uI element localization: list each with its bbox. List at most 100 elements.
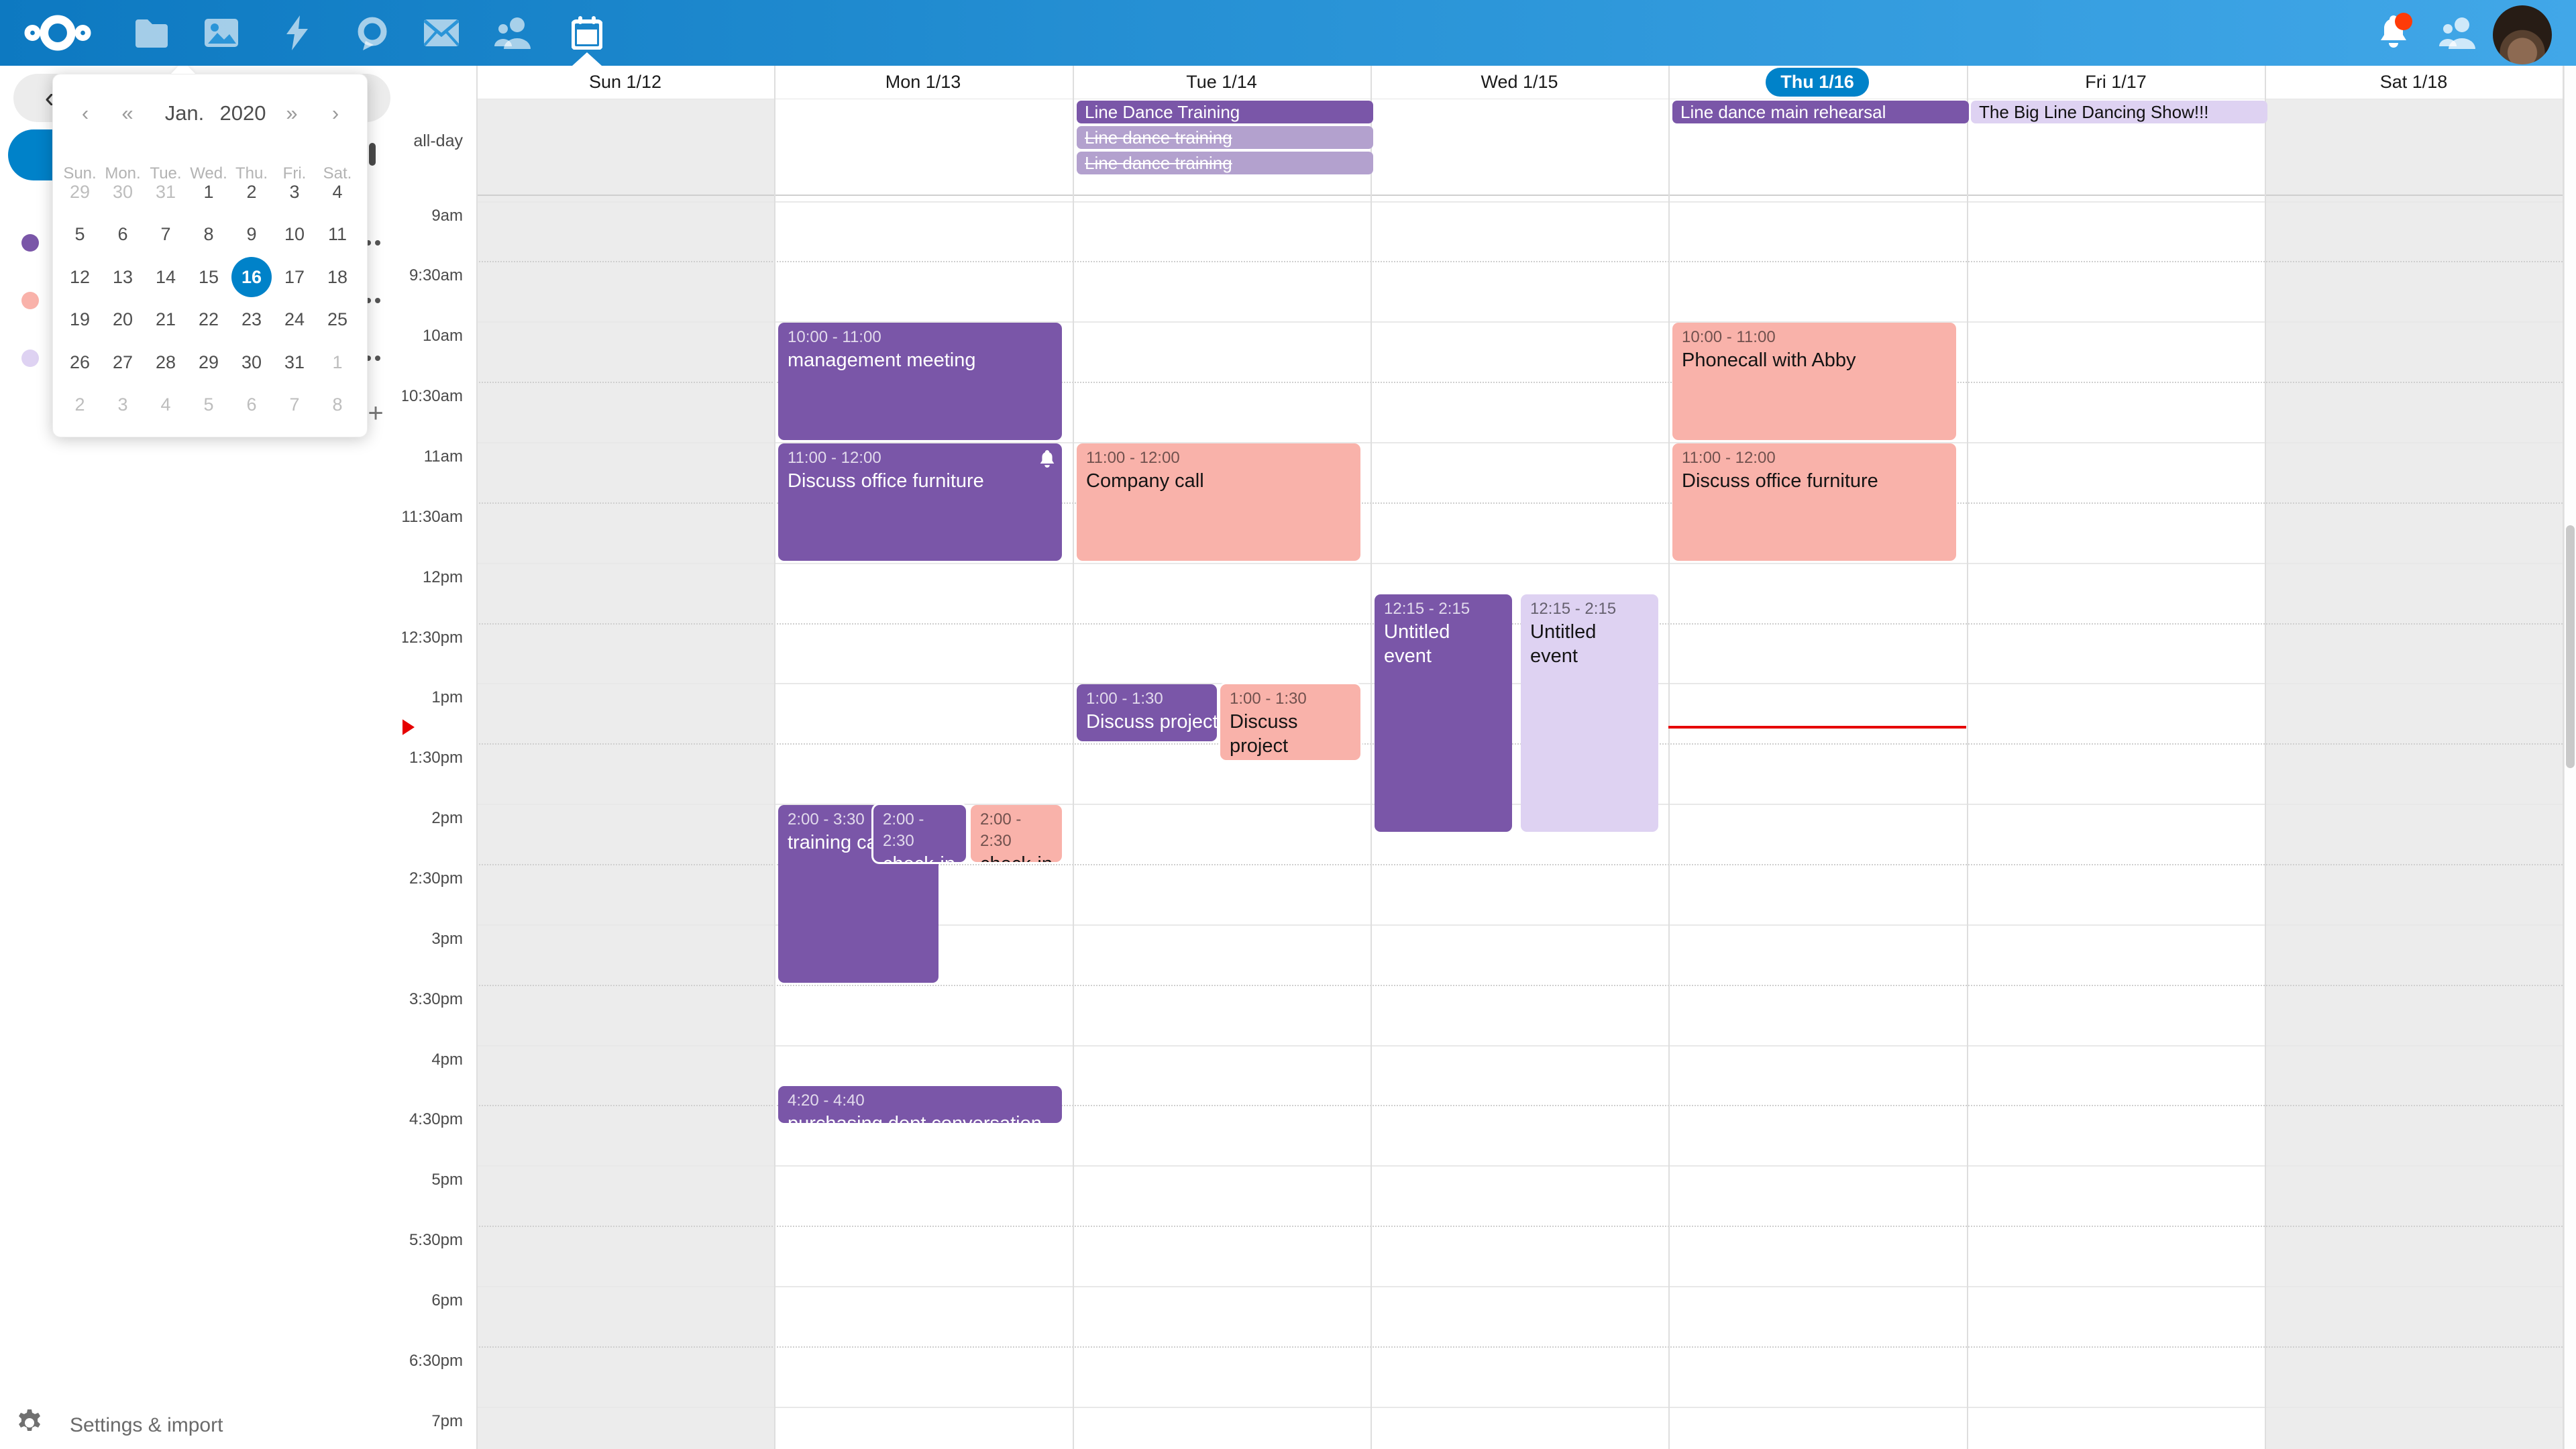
datepicker-day[interactable]: 31 (284, 352, 305, 372)
datepicker-month-select[interactable]: Jan. (164, 101, 205, 125)
calendar-color-dot[interactable] (21, 350, 39, 367)
event[interactable]: 11:00 - 12:00 Discuss office furniture (1672, 443, 1956, 561)
datepicker-day[interactable]: 28 (155, 352, 176, 372)
day-header-1[interactable]: Sun 1/12 (476, 66, 774, 99)
day-header-label[interactable]: Mon 1/13 (885, 72, 961, 92)
event[interactable]: 2:00 - 2:30 check-in (971, 805, 1062, 862)
datepicker-next-month-icon[interactable]: › (331, 101, 339, 125)
datepicker-day[interactable]: 13 (112, 266, 133, 287)
settings-and-import[interactable]: Settings & import (16, 1409, 223, 1440)
datepicker-day[interactable]: 17 (284, 266, 305, 287)
datepicker-day[interactable]: 21 (155, 309, 176, 329)
datepicker-day[interactable]: 7 (289, 394, 300, 415)
datepicker-next-year-icon[interactable]: » (286, 101, 298, 125)
event[interactable]: 2:00 - 2:30 check-in (873, 805, 966, 862)
event[interactable]: 12:15 - 2:15 Untitled event (1521, 594, 1658, 832)
allday-event[interactable]: The Big Line Dancing Show!!! (1971, 101, 2267, 123)
allday-event[interactable]: Line Dance Training (1077, 101, 1373, 123)
day-header-label[interactable]: Sat 1/18 (2379, 72, 2448, 92)
photos-icon[interactable] (188, 0, 255, 66)
datepicker-day[interactable]: 1 (203, 181, 214, 202)
datepicker-day[interactable]: 6 (246, 394, 257, 415)
day-header-3[interactable]: Tue 1/14 (1073, 66, 1371, 99)
datepicker-day[interactable]: 10 (284, 224, 305, 244)
datepicker-day[interactable]: 14 (155, 266, 176, 287)
grid-scrollbar-thumb[interactable] (2566, 525, 2575, 768)
datepicker-day[interactable]: 27 (112, 352, 133, 372)
datepicker-day[interactable]: 18 (327, 266, 348, 287)
datepicker-day[interactable]: 24 (284, 309, 305, 329)
day-header-label[interactable]: Sun 1/12 (588, 72, 662, 92)
event[interactable]: 4:20 - 4:40 purchasing dept conversation (778, 1086, 1062, 1123)
datepicker-day[interactable]: 15 (198, 266, 219, 287)
datepicker-prev-month-icon[interactable]: ‹ (81, 101, 89, 125)
datepicker-day[interactable]: 2 (246, 181, 257, 202)
slot-line (476, 864, 2563, 865)
datepicker-day[interactable]: 9 (246, 224, 257, 244)
datepicker-day[interactable]: 2 (74, 394, 85, 415)
datepicker-day[interactable]: 8 (203, 224, 214, 244)
nextcloud-logo-icon[interactable] (24, 0, 91, 66)
datepicker-year-select[interactable]: 2020 (219, 101, 266, 125)
mail-icon[interactable] (408, 0, 475, 66)
calendar-icon-active[interactable] (553, 0, 621, 66)
day-header-label[interactable]: Tue 1/14 (1186, 72, 1257, 92)
datepicker-day[interactable]: 5 (74, 224, 85, 244)
datepicker-day[interactable]: 3 (289, 181, 300, 202)
day-header-4[interactable]: Wed 1/15 (1371, 66, 1668, 99)
datepicker-day[interactable]: 5 (203, 394, 214, 415)
datepicker-day[interactable]: 25 (327, 309, 348, 329)
allday-event[interactable]: Line dance main rehearsal (1672, 101, 1969, 123)
datepicker-day[interactable]: 4 (160, 394, 171, 415)
day-header-label[interactable]: Fri 1/17 (2085, 72, 2147, 92)
event[interactable]: 12:15 - 2:15 Untitled event (1375, 594, 1512, 832)
day-header-label[interactable]: Wed 1/15 (1481, 72, 1558, 92)
calendar-color-dot[interactable] (21, 292, 39, 309)
datepicker-day[interactable]: 1 (332, 352, 343, 372)
datepicker-day[interactable]: 8 (332, 394, 343, 415)
contacts-menu-icon[interactable] (2424, 0, 2491, 66)
datepicker-day[interactable]: 31 (155, 181, 176, 202)
datepicker-day[interactable]: 29 (69, 181, 91, 202)
datepicker-day[interactable]: 7 (160, 224, 171, 244)
datepicker-prev-year-icon[interactable]: « (121, 101, 133, 125)
contacts-icon[interactable] (480, 0, 547, 66)
datepicker-day[interactable]: 30 (241, 352, 262, 372)
datepicker-day[interactable]: 20 (112, 309, 133, 329)
datepicker-day[interactable]: 30 (112, 181, 133, 202)
datepicker-day-selected[interactable]: 16 (231, 257, 272, 297)
datepicker-day[interactable]: 22 (198, 309, 219, 329)
day-header-today-pill[interactable]: Thu 1/16 (1766, 68, 1869, 97)
datepicker-day[interactable]: 12 (69, 266, 91, 287)
event[interactable]: 1:00 - 1:30 Discuss project announcement (1077, 684, 1217, 741)
avatar[interactable] (2493, 5, 2552, 64)
datepicker-day[interactable]: 11 (327, 224, 347, 244)
event[interactable]: 11:00 - 12:00 Discuss office furniture (778, 443, 1062, 561)
allday-event[interactable]: Line dance training (1077, 126, 1373, 149)
new-calendar-plus-icon[interactable]: + (368, 398, 384, 428)
grid-scrollbar-track[interactable] (2564, 66, 2576, 1449)
datepicker-day[interactable]: 26 (69, 352, 91, 372)
day-header-2[interactable]: Mon 1/13 (774, 66, 1072, 99)
files-icon[interactable] (118, 0, 185, 66)
datepicker-day[interactable]: 3 (117, 394, 128, 415)
event[interactable]: 1:00 - 1:30 Discuss project announcement (1220, 684, 1360, 760)
datepicker-day[interactable]: 19 (69, 309, 91, 329)
datepicker-day[interactable]: 6 (117, 224, 128, 244)
sidebar-scrollbar-thumb[interactable] (369, 143, 376, 166)
day-header-6[interactable]: Fri 1/17 (1967, 66, 2265, 99)
event[interactable]: 10:00 - 11:00 Phonecall with Abby (1672, 323, 1956, 440)
notifications-bell-icon[interactable] (2361, 0, 2426, 66)
talk-icon[interactable] (339, 0, 406, 66)
day-header-5[interactable]: Thu 1/16 (1668, 66, 1966, 99)
activity-icon[interactable] (264, 0, 331, 66)
event[interactable]: 10:00 - 11:00 management meeting (778, 323, 1062, 440)
datepicker-day[interactable]: 29 (198, 352, 219, 372)
day-header-7[interactable]: Sat 1/18 (2265, 66, 2563, 99)
event[interactable]: 11:00 - 12:00 Company call (1077, 443, 1360, 561)
calendar-color-dot[interactable] (21, 234, 39, 252)
datepicker-day[interactable]: 23 (241, 309, 262, 329)
datepicker-day[interactable]: 4 (332, 181, 343, 202)
allday-event[interactable]: Line dance training (1077, 152, 1373, 174)
previous-week-button[interactable]: ‹ (44, 81, 55, 114)
